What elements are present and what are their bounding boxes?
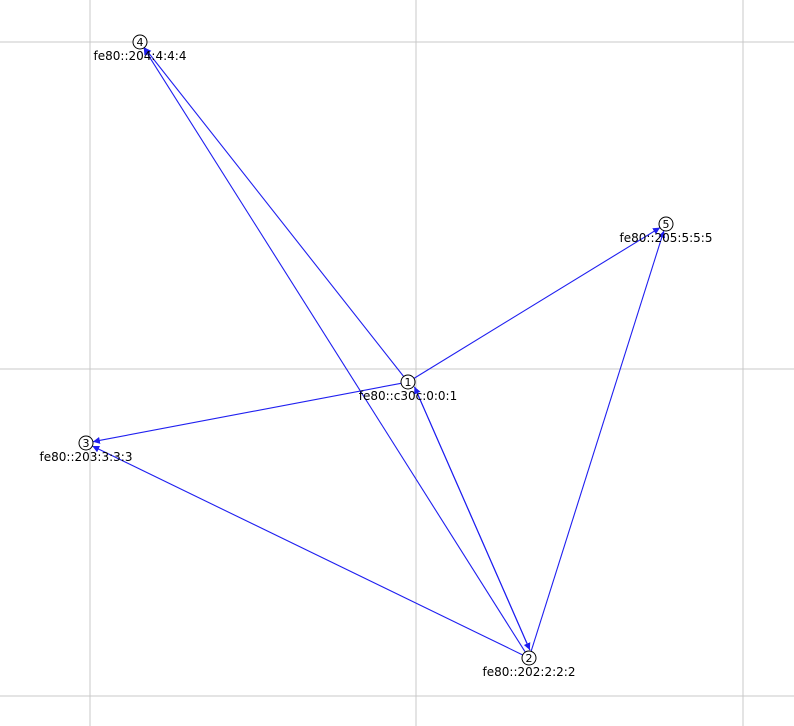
edge-1-to-3 [92,382,402,444]
edges [92,47,666,656]
node-circle[interactable] [658,216,674,232]
node-id-label: 1 [405,376,412,389]
node-address-label: fe80::204:4:4:4 [94,49,187,63]
edge-2-to-4 [143,47,526,653]
node-circle[interactable] [400,374,416,390]
edge-2-to-3 [92,445,523,656]
node-id-label: 5 [663,218,670,231]
edge-1-to-4 [143,47,405,377]
node-circle[interactable] [521,650,537,666]
node-address-label: fe80::202:2:2:2 [483,665,576,679]
node-id-label: 4 [137,36,144,49]
node-id-label: 3 [83,437,90,450]
node-id-label: 2 [526,652,533,665]
node-circle[interactable] [78,435,94,451]
edge-2-to-5 [530,230,666,652]
edge-1-to-5 [413,227,661,379]
nodes: 1fe80::c30c:0:0:12fe80::202:2:2:23fe80::… [40,34,713,679]
node-address-label: fe80::203:3:3:3 [40,450,133,464]
node-address-label: fe80::c30c:0:0:1 [359,389,457,403]
node-address-label: fe80::205:5:5:5 [620,231,713,245]
node-circle[interactable] [132,34,148,50]
edge-2-to-1 [413,386,531,651]
